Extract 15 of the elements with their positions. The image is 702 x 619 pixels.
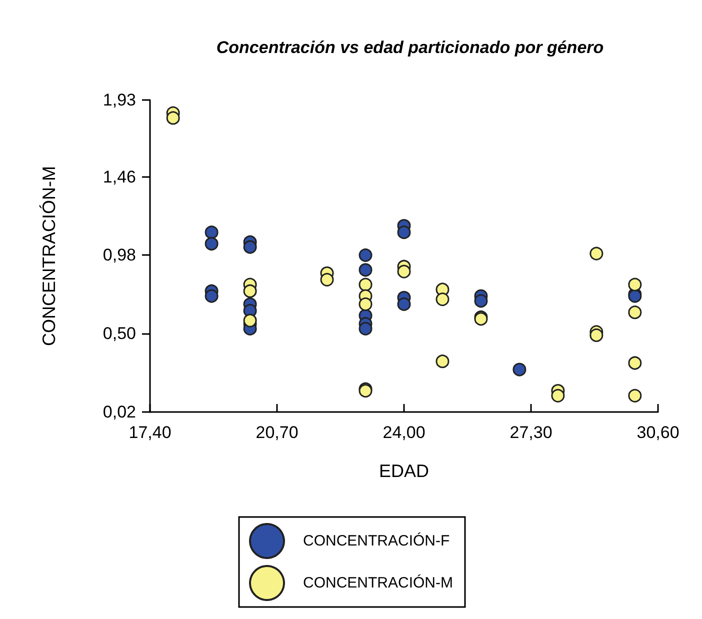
x-tick-label: 20,70 — [256, 423, 298, 442]
y-axis-title: CONCENTRACIÓN-M — [39, 166, 59, 346]
x-tick-label: 24,00 — [382, 423, 426, 442]
legend-label: CONCENTRACIÓN-M — [303, 574, 454, 592]
x-tick-label: 30,60 — [636, 423, 680, 442]
chart-title: Concentración vs edad particionado por género — [216, 38, 604, 57]
y-tick-label: 1,93 — [102, 90, 136, 110]
x-tick-label: 27,30 — [510, 423, 552, 442]
x-tick-label: 17,40 — [128, 423, 172, 442]
y-tick-label: 0,98 — [102, 246, 136, 265]
y-tick-label: 1,46 — [102, 167, 136, 186]
y-tick-label: 0,02 — [102, 402, 136, 422]
y-tick-label: 0,50 — [102, 324, 136, 344]
legend-label: CONCENTRACIÓN-F — [303, 532, 450, 550]
x-axis-title: EDAD — [378, 461, 430, 481]
